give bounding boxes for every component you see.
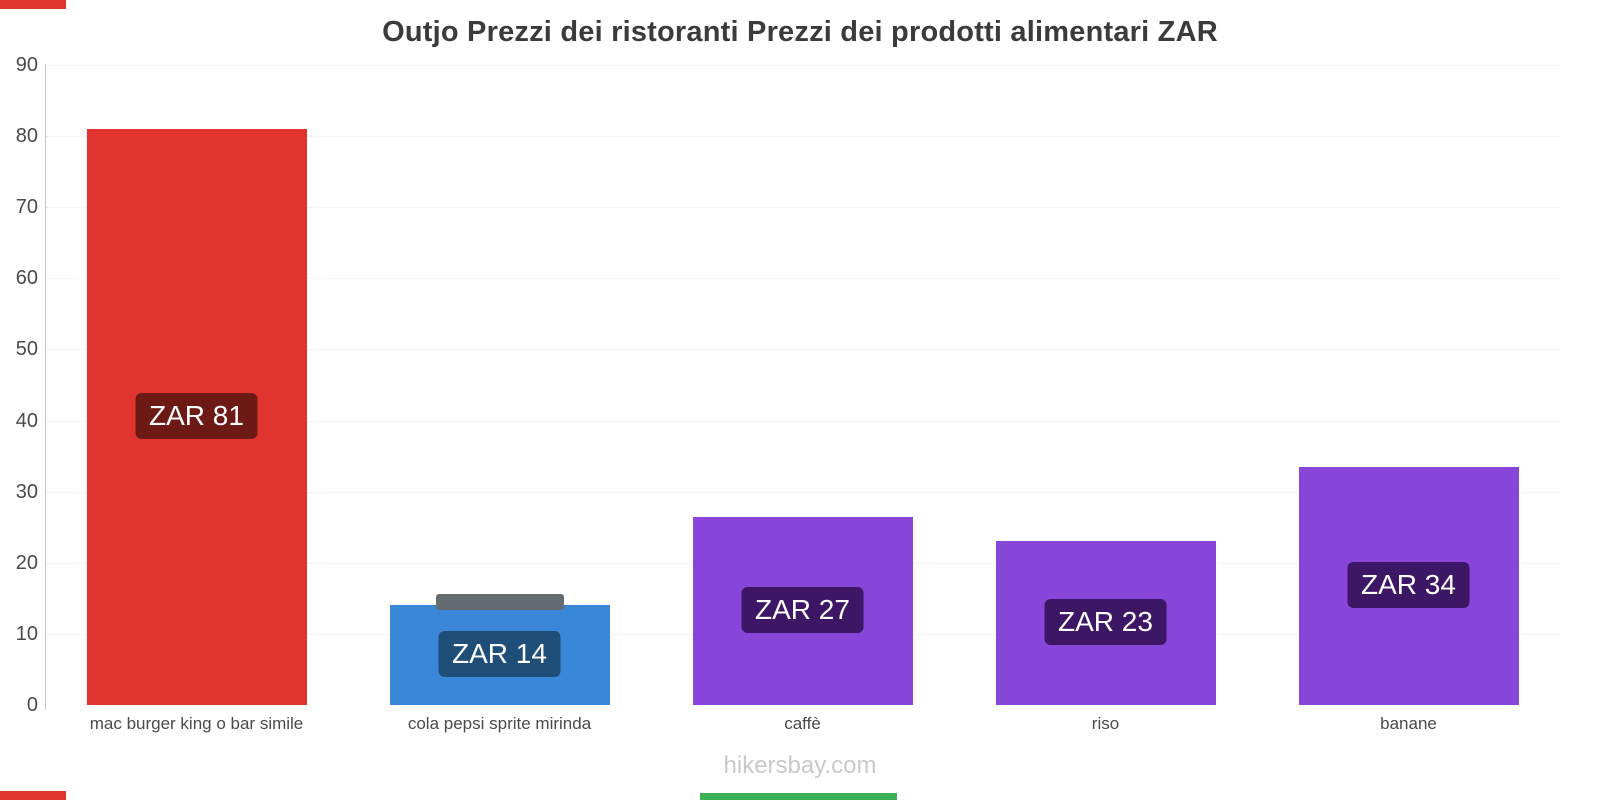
y-tick-label: 30 [15,480,38,503]
x-axis-label: cola pepsi sprite mirinda [407,714,592,733]
gridline [46,349,1560,351]
x-axis-label: riso [1091,714,1120,733]
y-tick-label: 80 [15,125,38,148]
gridline [46,278,1560,280]
decoration-top-left [0,0,66,9]
y-axis-line [45,64,46,710]
y-tick-label: 0 [26,694,38,716]
decoration-bottom-center [700,793,897,800]
y-tick-label: 90 [15,54,38,76]
bar-value-label: ZAR 27 [741,586,864,633]
y-tick-label: 10 [15,622,38,645]
gridline [46,491,1560,493]
y-tick-label: 20 [15,551,38,574]
bar-value-label: ZAR 34 [1347,561,1470,608]
x-axis-label: caffè [784,714,821,733]
gridline [46,420,1560,422]
x-axis-label: mac burger king o bar simile [89,714,304,733]
bar-value-label: ZAR 23 [1044,599,1167,646]
chart-title: Outjo Prezzi dei ristoranti Prezzi dei p… [382,16,1218,48]
y-tick-label: 50 [15,338,38,361]
gridline [46,65,1560,66]
gridline [46,136,1560,138]
bar-value-label: ZAR 81 [135,393,258,439]
watermark-text: hikersbay.com [723,752,877,779]
bar-range-marker [435,594,564,611]
gridline [46,207,1560,209]
x-axis-label: banane [1380,714,1437,733]
y-tick-label: 40 [15,409,38,432]
bar-value-label: ZAR 14 [438,631,561,678]
y-tick-label: 70 [15,196,38,219]
y-tick-label: 60 [15,267,38,290]
decoration-bottom-left [0,791,66,800]
